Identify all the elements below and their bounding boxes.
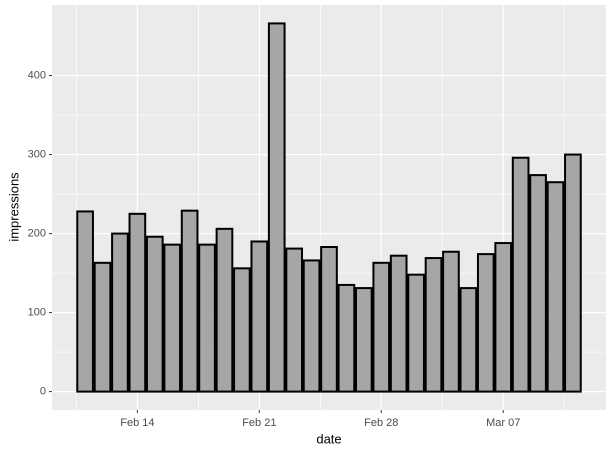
bar	[267, 22, 286, 393]
x-tick-label: Feb 21	[242, 417, 276, 429]
y-tick-label: 400	[28, 69, 46, 81]
bar	[337, 283, 356, 393]
bar	[442, 250, 460, 393]
x-tick-label: Feb 14	[120, 417, 154, 429]
y-tick-label: 100	[28, 306, 46, 318]
bar	[355, 287, 373, 393]
bar	[93, 261, 112, 393]
bar	[389, 254, 408, 393]
y-tick-label: 0	[40, 385, 46, 397]
x-tick-label: Mar 07	[486, 417, 520, 429]
bar	[511, 156, 530, 393]
bar	[285, 247, 303, 393]
bar	[128, 212, 147, 393]
bar	[494, 242, 513, 393]
bar	[320, 246, 338, 393]
bar	[529, 174, 547, 393]
bar	[76, 210, 94, 393]
bar	[476, 253, 495, 393]
bar	[564, 153, 582, 393]
y-axis-title: impressions	[6, 172, 21, 242]
bar	[407, 273, 425, 393]
x-tick-label: Feb 28	[364, 417, 398, 429]
bar	[233, 267, 251, 393]
bar	[163, 243, 182, 393]
bar	[215, 227, 234, 393]
bar	[424, 257, 443, 393]
bar	[302, 259, 321, 393]
bar	[546, 181, 565, 393]
bar	[145, 235, 164, 393]
bar	[198, 243, 216, 393]
bar	[459, 287, 478, 393]
bar	[372, 261, 391, 393]
bar	[250, 240, 269, 393]
bar	[111, 232, 129, 393]
y-tick-label: 300	[28, 148, 46, 160]
bar	[180, 209, 199, 393]
x-axis-title: date	[316, 431, 341, 446]
y-tick-label: 200	[28, 227, 46, 239]
